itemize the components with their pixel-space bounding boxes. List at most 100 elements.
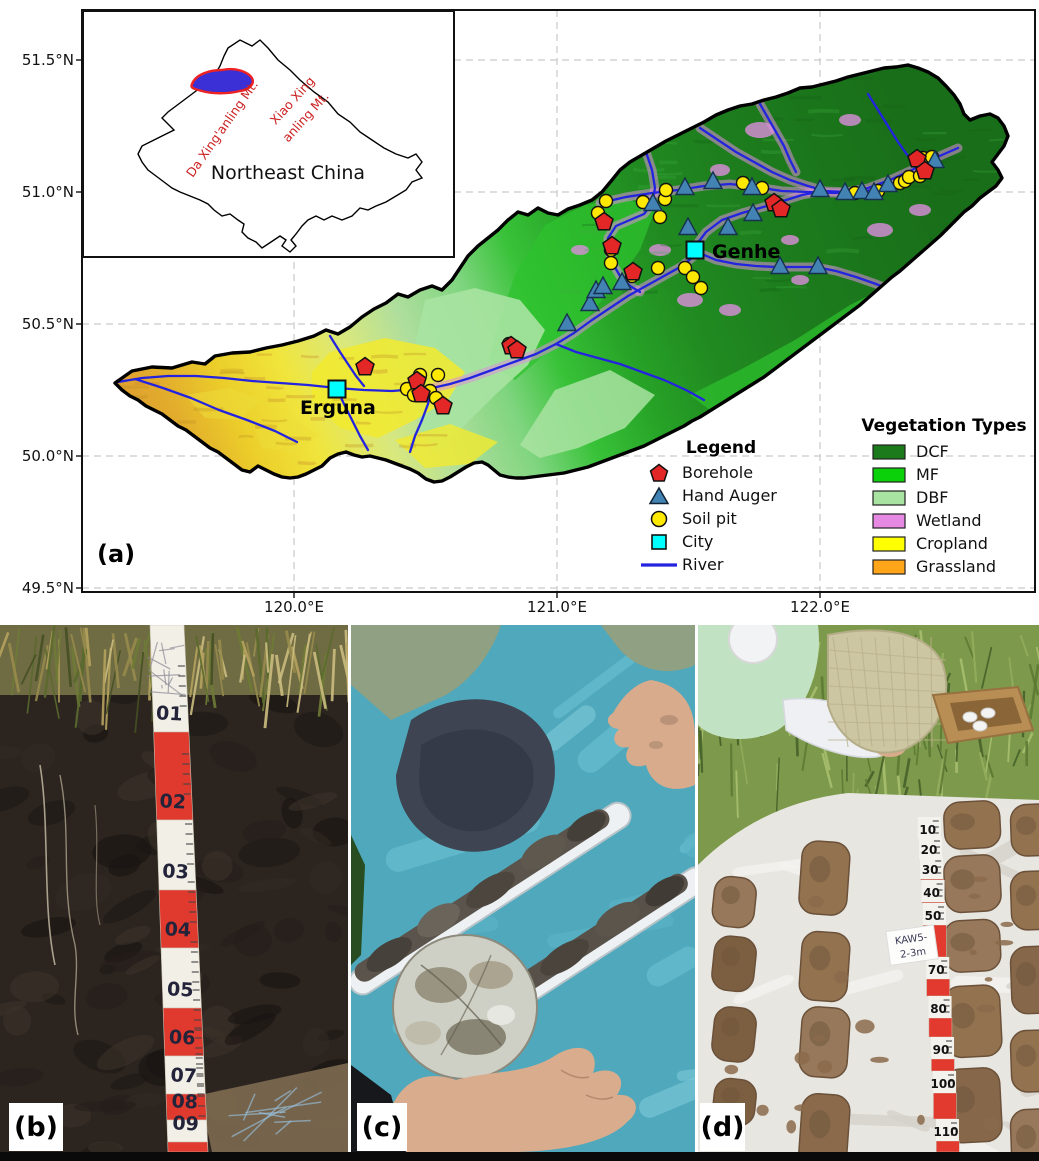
- measuring-tape: 10 20 30 40 50 70 80 90 100 110: [917, 817, 960, 1152]
- legend-row-borehole: Borehole: [636, 461, 806, 484]
- tape-number: 100: [931, 1077, 956, 1091]
- hand-auger-marker: [877, 173, 899, 193]
- hand-auger-marker: [717, 216, 739, 236]
- veg-label-dbf: DBF: [916, 488, 949, 507]
- hand-auger-marker: [579, 292, 601, 312]
- tape-number: 04: [164, 918, 192, 941]
- soil-cores-photo: 10 20 30 40 50 70 80 90 100 110 KAW5- 2-3m: [698, 625, 1039, 1152]
- person-jacket: [351, 625, 501, 720]
- tape-number: 02: [159, 790, 187, 813]
- xtick-121: 121.0°E: [527, 598, 587, 616]
- ytick-50-0: 50.0°N: [21, 447, 74, 465]
- tape-number: 90: [933, 1043, 950, 1057]
- depth-note-label: KAW5- 2-3m: [885, 924, 939, 966]
- veg-row-dbf: DBF: [856, 486, 1032, 509]
- northeast-china-label: Northeast China: [211, 162, 365, 184]
- ytick-50-5: 50.5°N: [21, 315, 74, 333]
- sampling-site-markers: [327, 148, 946, 415]
- tape-number: 01: [156, 702, 184, 725]
- legend-label-hand-auger: Hand Auger: [682, 486, 777, 505]
- holding-hand: [381, 1047, 636, 1152]
- soil-pit-marker: [693, 280, 709, 296]
- ytick-51-0: 51.0°N: [21, 183, 74, 201]
- city-marker: [327, 379, 347, 399]
- ytick-51-5: 51.5°N: [21, 51, 74, 69]
- city-marker: [685, 240, 705, 260]
- borehole-marker: [507, 339, 527, 359]
- person-hat: [728, 625, 778, 664]
- city-label-genhe: Genhe: [712, 241, 781, 263]
- hand: [607, 680, 695, 789]
- tape-number: 09: [172, 1112, 200, 1135]
- soil-pit-circle-icon: [636, 508, 682, 530]
- legend-row-river: River: [636, 553, 806, 576]
- svg-text:2-3m: 2-3m: [900, 946, 927, 961]
- dbf-swatch: [872, 489, 906, 506]
- borehole-marker: [602, 235, 622, 255]
- borehole-marker: [915, 160, 935, 180]
- river: [758, 102, 798, 174]
- tape-number: 07: [170, 1064, 198, 1087]
- veg-label-grassland: Grassland: [916, 557, 996, 576]
- borehole-pentagon-icon: [636, 462, 682, 484]
- city-label-erguna: Erguna: [300, 397, 376, 419]
- city-square-icon: [636, 531, 682, 553]
- veg-label-mf: MF: [916, 465, 940, 484]
- soil-pit-marker: [685, 269, 701, 285]
- river: [328, 334, 366, 388]
- cropland-swatch: [872, 535, 906, 552]
- panel-c-label: (c): [357, 1103, 407, 1151]
- hand-auger-marker: [741, 176, 763, 196]
- river: [698, 126, 824, 192]
- wetland-swatch: [872, 512, 906, 529]
- hand-auger-marker: [807, 255, 829, 275]
- river: [695, 250, 916, 302]
- legend-row-hand-auger: Hand Auger: [636, 484, 806, 507]
- borehole-marker: [623, 261, 643, 281]
- vegetation-legend: Vegetation Types DCF MF DBF Wetland Crop…: [856, 416, 1032, 578]
- river: [116, 374, 434, 393]
- veg-row-mf: MF: [856, 463, 1032, 486]
- site-legend: Legend Borehole Hand Auger Soil pit City…: [636, 438, 806, 576]
- veg-row-dcf: DCF: [856, 440, 1032, 463]
- legend-title: Legend: [685, 438, 757, 458]
- veg-label-wetland: Wetland: [916, 511, 982, 530]
- panel-d-label: (d): [700, 1103, 745, 1151]
- figure-bottom-border: [0, 1152, 1039, 1161]
- map-frame: [81, 9, 1036, 593]
- borehole-marker: [594, 211, 614, 231]
- soil-pit-marker: [603, 255, 619, 271]
- hand-auger-marker: [809, 178, 831, 198]
- tape-number: 50: [925, 909, 942, 923]
- soil-pit-marker: [658, 182, 674, 198]
- tape-number: 06: [168, 1026, 196, 1049]
- tape-number: 30: [922, 863, 939, 877]
- borehole-marker: [771, 198, 791, 218]
- tape-number: 10: [919, 823, 936, 837]
- hand-auger-marker: [556, 312, 578, 332]
- hand-auger-marker: [834, 181, 856, 201]
- dcf-swatch: [872, 443, 906, 460]
- tape-number: 05: [167, 978, 195, 1001]
- tape-number: 20: [921, 843, 938, 857]
- soil-pit-marker: [652, 209, 668, 225]
- borehole-marker: [411, 383, 431, 403]
- borehole-marker: [355, 356, 375, 376]
- tape-number: 03: [162, 860, 190, 883]
- xtick-122: 122.0°E: [790, 598, 850, 616]
- legend-label-soil-pit: Soil pit: [682, 509, 737, 528]
- tape-number: 40: [923, 886, 940, 900]
- hand-auger-marker: [674, 176, 696, 196]
- grassland-swatch: [872, 558, 906, 575]
- river: [554, 342, 706, 402]
- legend-row-soil-pit: Soil pit: [636, 507, 806, 530]
- soil-pit-marker: [677, 260, 693, 276]
- hand-auger-marker: [702, 170, 724, 190]
- hand-auger-marker: [769, 255, 791, 275]
- legend-label-city: City: [682, 532, 714, 551]
- ytick-49-5: 49.5°N: [21, 579, 74, 597]
- tape-number: 08: [171, 1090, 199, 1113]
- hand-auger-triangle-icon: [636, 485, 682, 507]
